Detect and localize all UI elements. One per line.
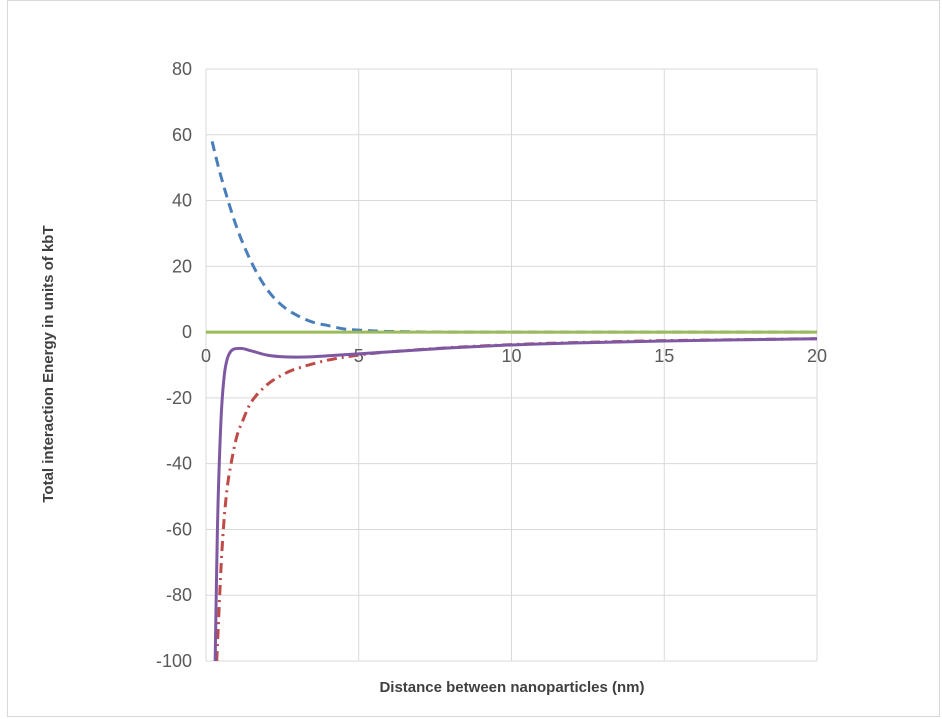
chart-frame [7, 0, 940, 717]
y-tick-label: 80 [172, 59, 192, 79]
series [206, 140, 817, 662]
x-tick-label: 20 [807, 346, 827, 366]
y-axis-title: Total interaction Energy in units of kbT [40, 225, 57, 502]
x-tick-label: 5 [354, 346, 364, 366]
series-dashdot-red [215, 337, 817, 662]
y-tick-label: -40 [166, 454, 192, 474]
series-dashed-blue [210, 140, 817, 334]
x-tick-label: 0 [201, 346, 211, 366]
x-tick-label: 10 [501, 346, 521, 366]
y-tick-label: 20 [172, 256, 192, 276]
y-tick-label: -20 [166, 388, 192, 408]
x-axis-title: Distance between nanoparticles (nm) [379, 679, 644, 696]
y-tick-label: -80 [166, 585, 192, 605]
y-tick-label: -100 [156, 651, 192, 671]
series-solid-purple [213, 337, 817, 662]
y-tick-label: -60 [166, 519, 192, 539]
y-tick-label: 40 [172, 191, 192, 211]
tick-labels: -100 -80 -60 -40 -20 0 20 40 60 80 0 5 10 15 20 [156, 59, 827, 671]
y-tick-label: 60 [172, 125, 192, 145]
x-tick-label: 15 [654, 346, 674, 366]
y-tick-label: 0 [182, 322, 192, 342]
